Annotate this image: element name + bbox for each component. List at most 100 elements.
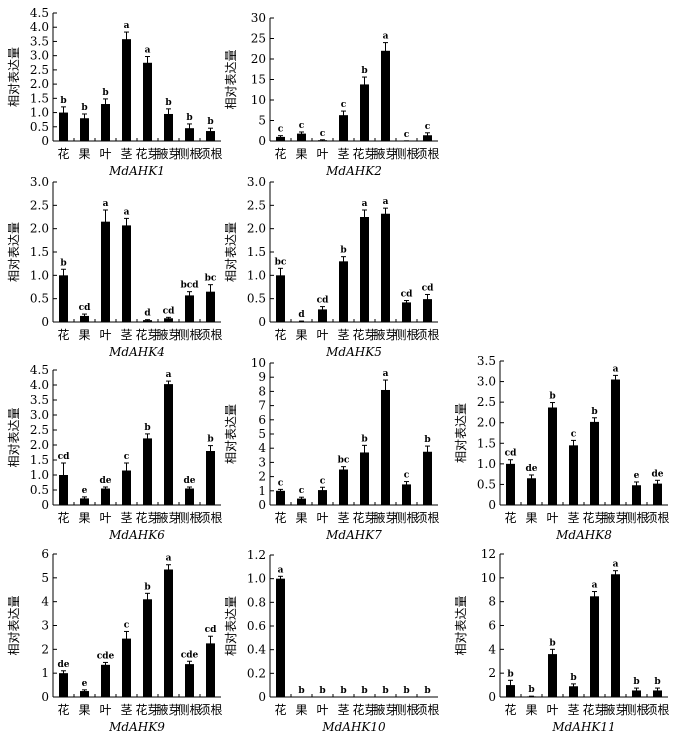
chart2-bar-3	[122, 225, 131, 322]
chart4-ytick-label-9: 4.5	[30, 363, 49, 377]
chart7-category-2: 叶	[99, 703, 111, 717]
chart7-ytick-label-0: 0	[41, 690, 49, 704]
chart6-bar-6	[632, 485, 641, 505]
chart0-letter-2: b	[102, 88, 108, 98]
chart4-letter-1: e	[82, 486, 88, 496]
chart6-category-5: 腋芽	[603, 510, 627, 525]
chart8-letter-6: b	[403, 686, 409, 696]
chart1-ytick-label-2: 10	[251, 93, 266, 107]
chart2-category-3: 茎	[120, 328, 132, 342]
chart8-bar-0	[276, 578, 285, 697]
chart1-bar-5	[381, 50, 390, 141]
chart7-letter-6: cde	[181, 650, 199, 660]
chart8-category-4: 花芽	[352, 702, 376, 717]
chart8-letter-5: b	[382, 686, 388, 696]
chart9-category-2: 叶	[546, 703, 558, 717]
chart8-category-5: 腋芽	[373, 702, 397, 717]
chart7-ytick-label-3: 3	[41, 619, 49, 633]
chart9-bar-6	[632, 690, 641, 697]
chart2-ytick-label-2: 1.0	[30, 268, 49, 282]
chart8-ytick-label-1: 0.2	[247, 666, 266, 680]
chart6-bar-7	[653, 483, 662, 505]
chart1-letter-4: b	[361, 66, 367, 76]
chart9-ytick-label-4: 8	[488, 595, 496, 609]
chart8-ytick-label-4: 0.8	[247, 595, 266, 609]
chart5-category-7: 须根	[415, 511, 439, 525]
chart8-category-1: 果	[295, 703, 307, 717]
chart0-bar-0	[59, 112, 68, 141]
chart2-ytick-label-5: 2.5	[30, 198, 49, 212]
chart9-ytick-label-1: 2	[488, 666, 496, 680]
chart9-letter-2: b	[549, 638, 555, 648]
chart3-category-5: 腋芽	[373, 327, 397, 342]
chart3-ytick-label-6: 3.0	[247, 175, 266, 189]
chart3-bar-5	[381, 213, 390, 322]
chart0-category-4: 花芽	[135, 146, 159, 161]
chart2-bar-0	[59, 275, 68, 322]
chart2-xlabel: MdAHK4	[108, 345, 165, 359]
chart1-ylabel: 相对表达量	[224, 49, 238, 109]
chart1-ytick-label-5: 25	[251, 32, 266, 46]
chart4-ytick-label-3: 1.5	[30, 453, 49, 467]
chart8-ylabel: 相对表达量	[224, 596, 238, 656]
chart2-category-2: 叶	[99, 328, 111, 342]
chart5-ylabel: 相对表达量	[224, 404, 238, 464]
chart4-category-7: 须根	[198, 511, 222, 525]
chart8-ytick-label-3: 0.6	[247, 619, 266, 633]
chart7-letter-4: b	[144, 582, 150, 592]
chart6-category-6: 侧根	[624, 511, 648, 525]
chart6-category-2: 叶	[546, 511, 558, 525]
chart9-letter-6: b	[633, 677, 639, 687]
chart6-letter-3: c	[571, 429, 577, 439]
chart0-letter-3: a	[124, 21, 130, 31]
chart9-category-4: 花芽	[582, 702, 606, 717]
chart6-xlabel: MdAHK8	[555, 528, 612, 542]
chart4-letter-4: b	[144, 423, 150, 433]
chart7-bar-1	[80, 691, 89, 697]
chart5-letter-6: c	[404, 471, 410, 481]
chart7-bar-0	[59, 673, 68, 697]
chart4-ytick-label-7: 3.5	[30, 393, 49, 407]
chart4-bar-7	[206, 451, 215, 505]
chart8-category-0: 花	[274, 702, 286, 717]
chart1-bar-1	[297, 133, 306, 141]
chart3-bar-2	[318, 309, 327, 322]
chart3-letter-2: cd	[317, 296, 329, 306]
chart3-category-2: 叶	[316, 328, 328, 342]
chart8-category-2: 叶	[316, 703, 328, 717]
chart4-ytick-label-6: 3.0	[30, 408, 49, 422]
chart7-letter-0: de	[57, 660, 69, 670]
chart3-ytick-label-3: 1.5	[247, 245, 266, 259]
chart5-ytick-label-1: 1	[258, 484, 266, 498]
chart2-bar-7	[206, 291, 215, 322]
chart7-bar-5	[164, 569, 173, 697]
chart2-panel: 0 0.5 1.0 1.5 2.0 2.5 3.0 相对表达量 b 花 cd 果 a 叶 a 茎 d 花芽 cd 腋芽…	[7, 175, 223, 359]
chart9-letter-7: b	[654, 677, 660, 687]
chart4-category-5: 腋芽	[156, 510, 180, 525]
chart1-letter-7: c	[425, 122, 431, 132]
chart9-letter-1: b	[528, 685, 534, 695]
chart3-letter-0: bc	[275, 257, 287, 267]
chart8-category-7: 须根	[415, 703, 439, 717]
chart6-ytick-label-3: 1.5	[477, 436, 496, 450]
chart3-bar-7	[423, 299, 432, 322]
chart6-letter-0: cd	[505, 449, 517, 459]
chart6-ytick-label-7: 3.5	[477, 354, 496, 368]
chart3-category-6: 侧根	[394, 328, 418, 342]
chart1-letter-2: c	[320, 129, 326, 139]
chart5-ytick-label-9: 9	[258, 370, 266, 384]
chart8-letter-3: b	[340, 686, 346, 696]
chart7-letter-1: e	[82, 679, 88, 689]
chart0-category-6: 侧根	[177, 147, 201, 161]
chart8-ytick-label-6: 1.2	[247, 548, 266, 562]
chart6-bar-1	[527, 478, 536, 505]
chart7-ytick-label-6: 6	[41, 547, 49, 561]
chart5-ytick-label-4: 4	[258, 441, 266, 455]
chart3-letter-1: d	[298, 310, 305, 320]
chart0-ytick-label-3: 1.5	[30, 91, 49, 105]
chart9-ytick-label-2: 4	[488, 642, 496, 656]
chart0-bar-7	[206, 131, 215, 141]
chart5-category-3: 茎	[337, 511, 349, 525]
chart7-ylabel: 相对表达量	[7, 595, 21, 655]
chart3-panel: 0 0.5 1.0 1.5 2.0 2.5 3.0 相对表达量 bc 花 d果 cd 叶 b 茎 a 花芽 a 腋芽…	[224, 175, 440, 359]
